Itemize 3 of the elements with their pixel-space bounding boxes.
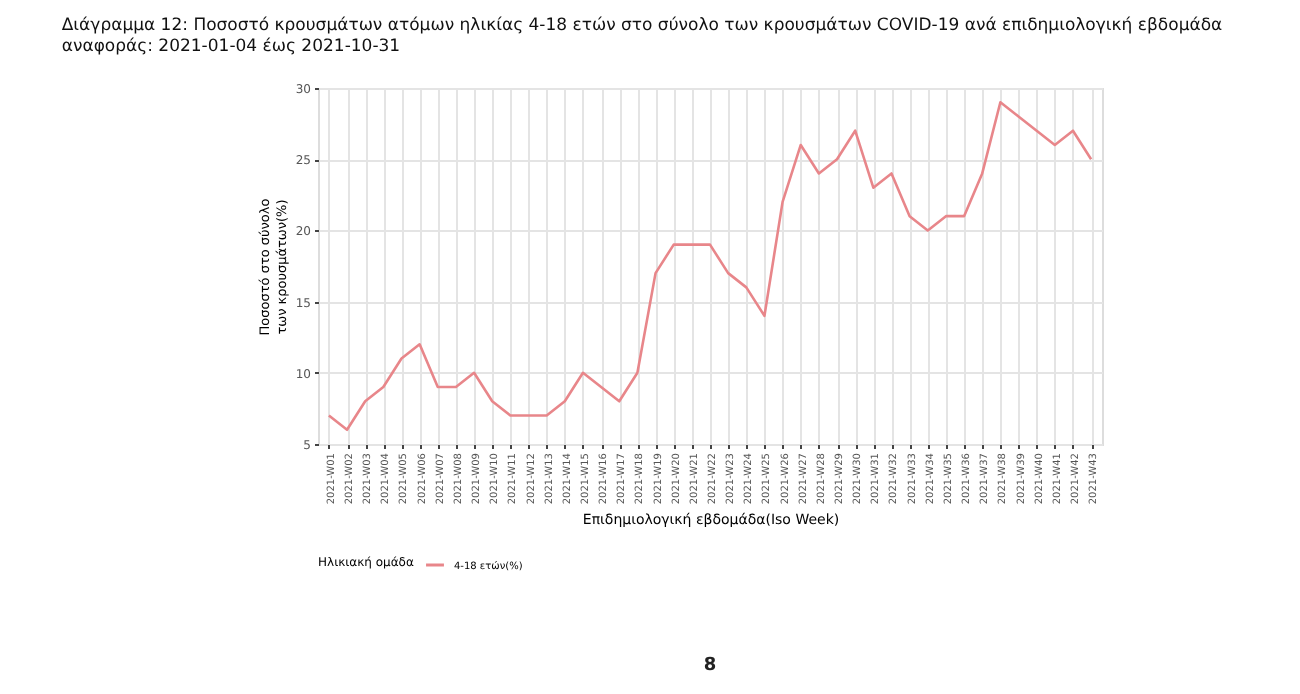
- text: 8: [703, 656, 717, 676]
- line-series: [327, 100, 1093, 432]
- chart-title: Διάγραμμα 12: Ποσοστό κρουσμάτων ατόμων ηλικίας 4-18 ετών στο σύνολο των κρουσμάτων COVID-19 ανά επιδημιολογική εβδομάδα αναφοράς: 2021-01-04 έως 2021-10-31: [61, 16, 1224, 57]
